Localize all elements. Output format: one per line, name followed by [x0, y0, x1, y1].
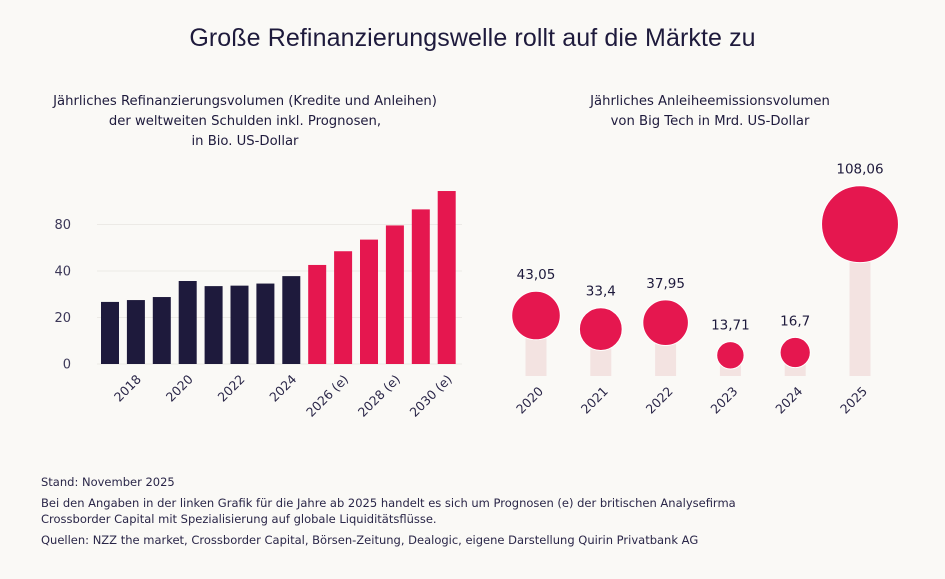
x-tick-label: 2028 (e) — [355, 372, 403, 420]
right-chart-title: Jährliches Anleiheemissionsvolumen von B… — [530, 92, 890, 132]
x-tick-label: 2024 — [772, 383, 805, 416]
bubble-2025 — [821, 185, 899, 264]
bar-2021 — [204, 286, 223, 364]
bar-2019 — [152, 297, 171, 364]
page-title: Große Refinanzierungswelle rollt auf die… — [189, 24, 756, 52]
right-chart-title-line: Jährliches Anleiheemissionsvolumen — [590, 94, 830, 109]
bar-2030e — [437, 191, 456, 364]
bubble-2021 — [578, 307, 623, 351]
x-tick-label: 2024 — [266, 371, 299, 404]
bubble-2022 — [642, 299, 689, 346]
footnotes: Stand: November 2025 Bei den Angaben in … — [41, 474, 921, 553]
left-bar-chart: 0 20 40 80 2018 2020 2022 2024 2026 (e) 2028 (e)… — [54, 191, 462, 420]
right-value-labels: 43,05 33,4 37,95 13,71 16,7 108,06 — [517, 162, 884, 334]
x-tick-label: 2021 — [578, 384, 611, 417]
x-tick-label: 2020 — [163, 371, 196, 404]
left-chart-title-line: Jährliches Refinanzierungsvolumen (Kredi… — [53, 94, 437, 109]
x-tick-label: 2030 (e) — [407, 372, 455, 420]
left-x-axis: 2018 2020 2022 2024 2026 (e) 2028 (e) 2030 (e) — [111, 371, 455, 419]
x-tick-label: 2023 — [707, 384, 740, 417]
left-chart-title: Jährliches Refinanzierungsvolumen (Kredi… — [0, 92, 490, 152]
forecast-note-line2: Crossborder Capital mit Spezialisierung … — [41, 512, 437, 526]
bar-2027e — [360, 239, 378, 364]
sources-note: Quellen: NZZ the market, Crossborder Cap… — [41, 533, 699, 547]
right-x-axis: 2020 2021 2022 2023 2024 2025 — [513, 383, 870, 416]
y-tick-label: 0 — [63, 358, 71, 373]
value-label: 33,4 — [586, 284, 616, 300]
x-tick-label: 2022 — [215, 372, 248, 405]
right-chart-title-line: von Big Tech in Mrd. US-Dollar — [610, 114, 810, 129]
value-label: 43,05 — [517, 267, 556, 283]
right-bubbles — [511, 185, 899, 370]
right-stems — [525, 224, 871, 376]
bar-2020 — [178, 280, 197, 364]
bar-2025e — [308, 264, 327, 364]
bar-2024 — [282, 276, 301, 364]
forecast-note: Bei den Angaben in der linken Grafik für… — [41, 495, 921, 527]
value-label: 16,7 — [780, 313, 810, 329]
bar-2029e — [411, 209, 430, 364]
bubble-2023 — [716, 341, 745, 370]
y-tick-label: 20 — [54, 311, 71, 326]
value-label: 108,06 — [836, 162, 883, 178]
left-bars — [101, 191, 456, 364]
y-tick-label: 40 — [54, 265, 71, 280]
x-tick-label: 2018 — [111, 371, 144, 404]
bar-2022 — [230, 285, 249, 364]
y-tick-label: 80 — [54, 218, 71, 233]
x-tick-label: 2020 — [513, 383, 546, 416]
bubble-2024 — [779, 336, 811, 369]
bar-2023 — [256, 283, 275, 364]
x-tick-label: 2022 — [643, 384, 676, 417]
forecast-note-line1: Bei den Angaben in der linken Grafik für… — [41, 496, 736, 510]
stand-note: Stand: November 2025 — [41, 475, 175, 489]
value-label: 13,71 — [711, 318, 750, 334]
x-tick-label: 2026 (e) — [303, 372, 351, 420]
value-label: 37,95 — [646, 276, 685, 292]
left-chart-title-line: in Bio. US-Dollar — [191, 134, 299, 149]
bar-2018 — [126, 300, 145, 364]
bar-2028e — [385, 225, 404, 364]
left-chart-title-line: der weltweiten Schulden inkl. Prognosen, — [108, 114, 382, 129]
bar-2017 — [101, 301, 119, 364]
bubble-2020 — [511, 290, 561, 341]
bar-2026e — [334, 251, 353, 364]
x-tick-label: 2025 — [837, 384, 870, 417]
left-y-axis: 0 20 40 80 — [54, 218, 71, 373]
left-gridlines — [97, 224, 462, 365]
